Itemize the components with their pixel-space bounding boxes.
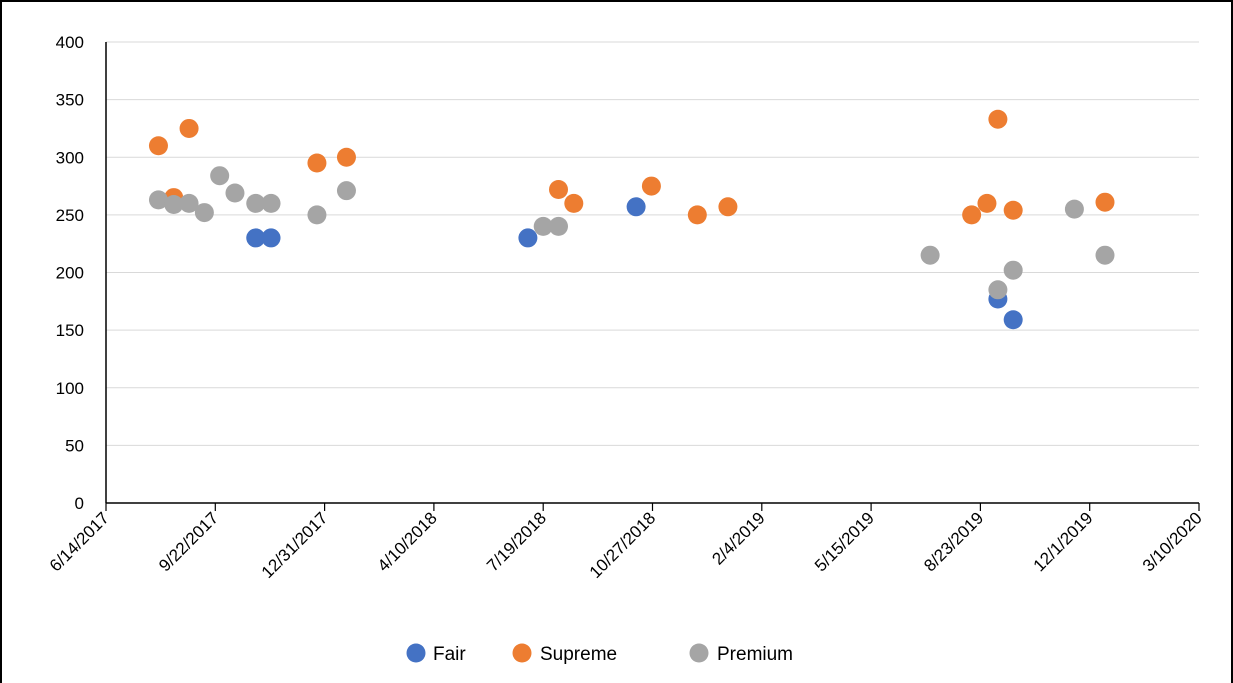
x-tick-label: 4/10/2018 [374, 508, 441, 575]
point-premium [533, 216, 553, 236]
point-supreme [962, 205, 982, 225]
point-premium [1095, 245, 1115, 265]
point-premium [210, 166, 230, 186]
point-premium [148, 190, 168, 210]
y-tick-label: 50 [65, 436, 84, 455]
x-tick-label: 12/1/2019 [1030, 508, 1097, 575]
point-fair [518, 228, 538, 248]
y-tick-label: 200 [56, 264, 84, 283]
x-tick-label: 7/19/2018 [483, 508, 550, 575]
point-fair [626, 197, 646, 217]
x-tick-label: 2/4/2019 [708, 508, 768, 568]
point-supreme [179, 118, 199, 138]
point-supreme [641, 176, 661, 196]
point-premium [988, 280, 1008, 300]
y-tick-label: 100 [56, 379, 84, 398]
point-supreme [687, 205, 707, 225]
point-fair [246, 228, 266, 248]
legend-label-premium: Premium [717, 644, 793, 665]
point-supreme [564, 193, 584, 213]
point-premium [225, 183, 245, 203]
y-tick-label: 350 [56, 91, 84, 110]
legend-label-supreme: Supreme [540, 644, 617, 665]
point-premium [261, 193, 281, 213]
y-tick-label: 400 [56, 33, 84, 52]
point-premium [307, 205, 327, 225]
point-supreme [988, 109, 1008, 129]
point-premium [1064, 199, 1084, 219]
point-premium [920, 245, 940, 265]
point-premium [549, 216, 569, 236]
y-tick-label: 250 [56, 206, 84, 225]
legend-marker-premium [689, 643, 709, 663]
point-premium [194, 203, 214, 223]
point-supreme [1003, 200, 1023, 220]
y-tick-label: 300 [56, 148, 84, 167]
x-tick-label: 9/22/2017 [155, 508, 222, 575]
x-tick-label: 6/14/2017 [46, 508, 113, 575]
point-supreme [307, 153, 327, 173]
y-tick-label: 150 [56, 321, 84, 340]
point-supreme [977, 193, 997, 213]
point-supreme [718, 197, 738, 217]
point-premium [1003, 260, 1023, 280]
point-premium [179, 193, 199, 213]
point-supreme [336, 147, 356, 167]
point-supreme [549, 180, 569, 200]
point-premium [164, 195, 184, 215]
x-tick-label: 3/10/2020 [1139, 508, 1206, 575]
point-supreme [148, 136, 168, 156]
x-tick-label: 5/15/2019 [811, 508, 878, 575]
point-fair [1003, 310, 1023, 330]
point-premium [246, 193, 266, 213]
y-tick-label: 0 [75, 494, 84, 513]
legend-label-fair: Fair [433, 644, 466, 665]
x-tick-label: 12/31/2017 [258, 508, 332, 582]
point-premium [336, 181, 356, 201]
legend-marker-supreme [512, 643, 532, 663]
x-tick-label: 10/27/2018 [586, 508, 660, 582]
x-tick-label: 8/23/2019 [920, 508, 987, 575]
legend-marker-fair [406, 643, 426, 663]
point-fair [261, 228, 281, 248]
point-supreme [1095, 192, 1115, 212]
